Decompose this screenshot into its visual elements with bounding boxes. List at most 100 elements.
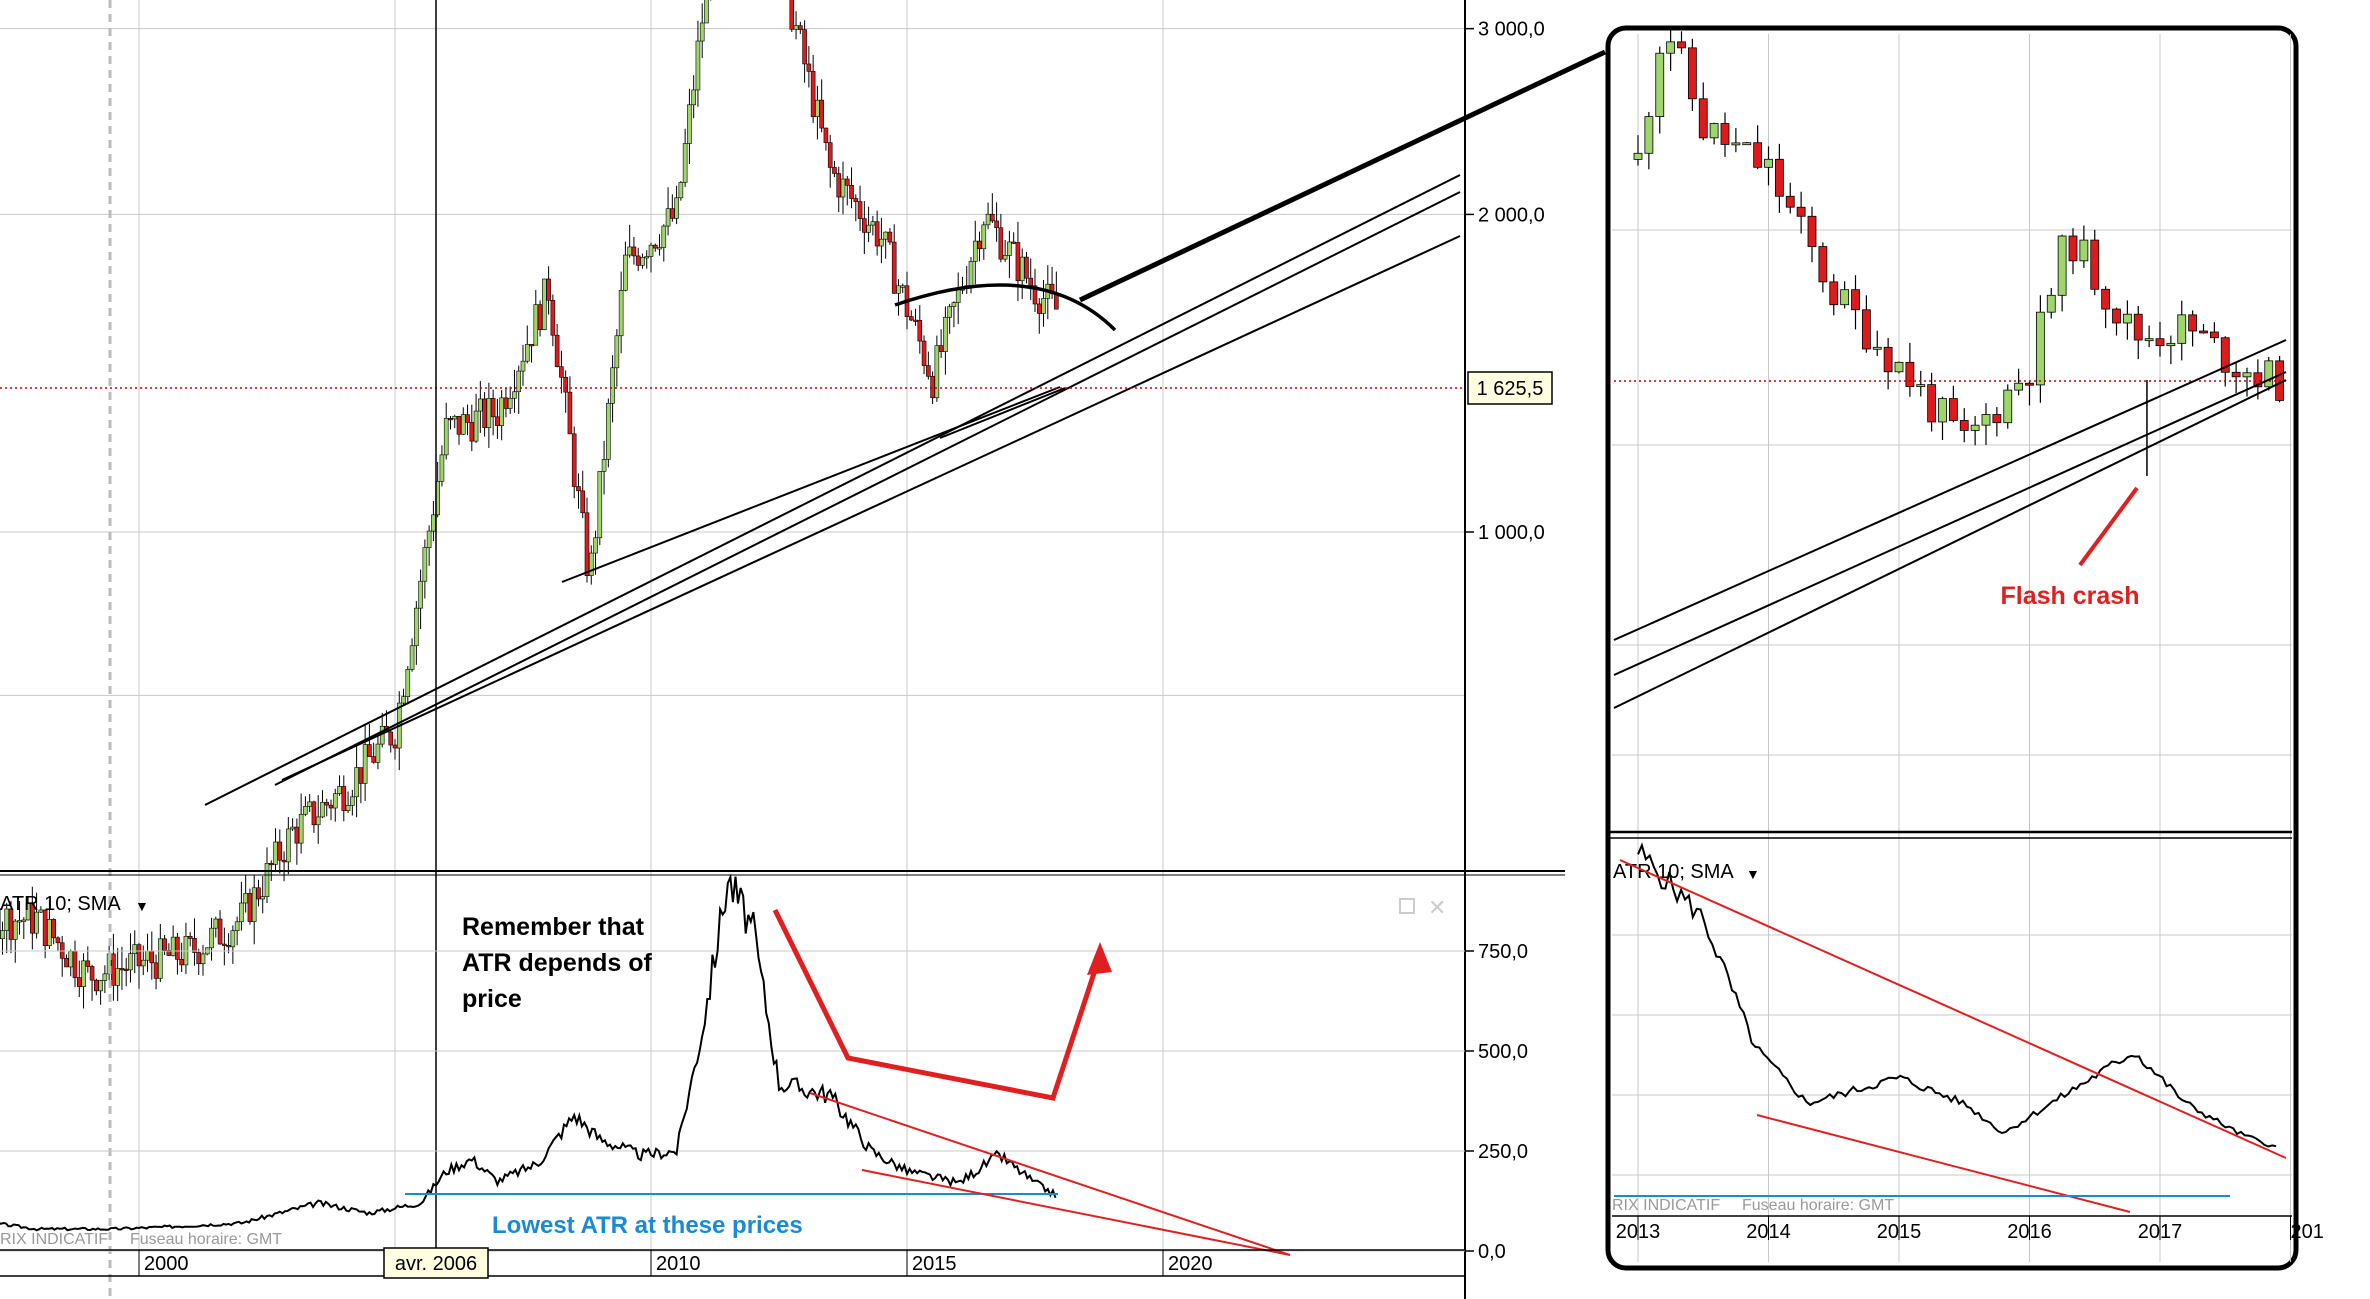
candle-body <box>819 99 824 129</box>
candle-body <box>606 403 611 460</box>
candle-body <box>247 893 253 922</box>
candle-body <box>1687 47 1697 100</box>
candle-body <box>371 756 376 763</box>
candle-body <box>222 943 227 946</box>
candle-body <box>1840 289 1850 306</box>
candle-body <box>213 918 219 929</box>
candle-body <box>614 335 620 369</box>
candle-body <box>883 231 888 240</box>
candle-body <box>2025 382 2034 386</box>
inset-atr-indicator-label[interactable]: ATR 10; SMA <box>1613 861 1734 883</box>
y-tick-label: 2 000,0 <box>1478 204 1545 226</box>
candle-body <box>1742 142 1752 146</box>
candle-body <box>2068 235 2078 262</box>
y-tick-label: 750,0 <box>1478 941 1528 963</box>
candle-body <box>678 182 684 199</box>
atr-grid <box>0 950 1465 1252</box>
candle-body <box>1753 142 1763 168</box>
candle-body <box>303 806 308 815</box>
candle-body <box>128 953 133 971</box>
candle-body <box>627 246 632 256</box>
trendline <box>939 387 1066 439</box>
candle-body <box>844 178 850 186</box>
candle-body <box>1007 241 1012 256</box>
atr-line <box>0 873 1057 1232</box>
candle-body <box>849 185 854 199</box>
main-x-axis: 199520002005201020152020 avr. 2006 <box>0 1247 1465 1279</box>
candle-body <box>2035 311 2045 386</box>
candle-body <box>1720 123 1730 145</box>
candle-body <box>533 304 539 346</box>
close-icon[interactable]: ✕ <box>1428 895 1446 920</box>
candle-body <box>793 25 799 30</box>
candle-body <box>661 225 667 248</box>
candle-body <box>823 127 829 143</box>
y-tick-label: 3 000,0 <box>1478 19 1545 41</box>
candle-body <box>2220 337 2230 373</box>
trendline <box>1613 371 2287 676</box>
trendline <box>274 191 1461 786</box>
candle-body <box>2144 338 2154 342</box>
candle-body <box>158 938 163 979</box>
candle-body <box>623 254 628 291</box>
candle-body <box>115 968 120 986</box>
candle-body <box>81 960 86 987</box>
candle-body <box>806 63 812 72</box>
atr-note-line-2: ATR depends of <box>462 949 652 977</box>
candle-body <box>76 977 82 987</box>
atr-indicator-label[interactable]: ATR 10; SMA <box>0 893 121 915</box>
candle-body <box>1698 98 1708 139</box>
candle-body <box>2079 239 2089 262</box>
candle-body <box>281 859 287 863</box>
candle-body <box>1041 298 1046 314</box>
candle-body <box>2003 389 2013 424</box>
candle-body <box>691 89 696 106</box>
restore-icon[interactable] <box>1399 898 1415 914</box>
candle-body <box>601 459 607 472</box>
chevron-down-icon[interactable]: ▼ <box>135 898 149 914</box>
candle-body <box>473 410 479 442</box>
candle-body <box>414 607 419 647</box>
candle-body <box>290 826 295 830</box>
candle-body <box>452 415 458 420</box>
candle-body <box>149 950 155 964</box>
candle-body <box>576 486 581 492</box>
candle-body <box>1666 41 1676 54</box>
candle-body <box>900 285 906 288</box>
candle-body <box>98 980 103 992</box>
candle-body <box>17 920 22 923</box>
crosshair-date-value: avr. 2006 <box>395 1253 477 1275</box>
candle-body <box>448 418 453 421</box>
trendline <box>561 386 1061 583</box>
candle-body <box>350 796 355 806</box>
candle-body <box>465 414 470 423</box>
chevron-down-icon[interactable]: ▼ <box>1746 866 1760 882</box>
candle-body <box>230 930 236 948</box>
x-tick-label: 2000 <box>144 1253 189 1275</box>
candle-body <box>866 224 871 233</box>
candle-body <box>311 801 317 826</box>
candle-body <box>618 289 624 337</box>
candle-body <box>298 813 304 844</box>
candle-body <box>1861 309 1871 350</box>
candle-body <box>162 938 167 951</box>
candle-body <box>998 227 1004 260</box>
candle-body <box>537 304 543 330</box>
candle-body <box>47 919 52 947</box>
candle-body <box>315 816 321 826</box>
y-tick-label: 1 000,0 <box>1478 522 1545 544</box>
candle-body <box>857 201 863 219</box>
candle-body <box>1002 255 1008 260</box>
candle-body <box>2155 338 2165 347</box>
candle-body <box>170 936 176 956</box>
candle-body <box>2014 382 2024 391</box>
flash-crash-note: Flash crash <box>2001 582 2140 610</box>
candle-body <box>277 841 283 861</box>
candle-body <box>1677 41 1686 49</box>
candle-body <box>934 345 940 399</box>
candle-body <box>2242 372 2252 378</box>
candle-body <box>985 213 991 226</box>
candle-body <box>68 951 74 968</box>
candle-body <box>243 893 248 904</box>
candle-body <box>358 767 364 784</box>
